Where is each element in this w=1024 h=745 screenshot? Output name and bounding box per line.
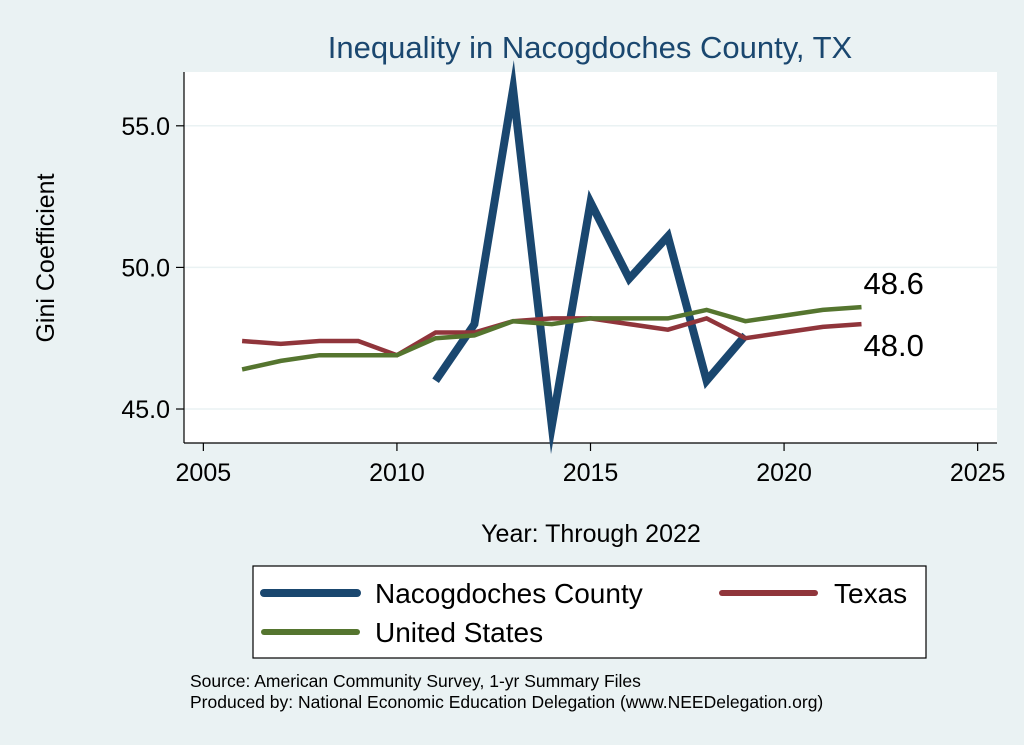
x-axis-ticks: 2005 2010 2015 2020 2025	[176, 443, 1006, 487]
legend-label-nacogdoches: Nacogdoches County	[375, 578, 643, 609]
source-note: Source: American Community Survey, 1-yr …	[190, 671, 641, 691]
legend-box	[252, 565, 927, 659]
x-tick-label-2: 2015	[563, 459, 619, 487]
end-labels: 48.6 48.0	[864, 266, 924, 363]
end-label-texas: 48.0	[864, 328, 924, 363]
y-tick-label-2: 55.0	[121, 113, 170, 141]
x-tick-label-1: 2010	[369, 459, 425, 487]
series-lines	[241, 60, 862, 455]
chart-title: Inequality in Nacogdoches County, TX	[328, 30, 853, 65]
y-tick-label-1: 50.0	[121, 254, 170, 282]
series-line-united-states	[241, 304, 862, 372]
y-axis-ticks: 45.0 50.0 55.0	[121, 113, 184, 424]
series-line-nacogdoches-county	[432, 60, 749, 455]
y-tick-label-0: 45.0	[121, 396, 170, 424]
end-label-united-states: 48.6	[864, 266, 924, 301]
x-axis-title: Year: Through 2022	[481, 520, 701, 548]
series-line-texas	[241, 315, 862, 358]
x-tick-label-3: 2020	[756, 459, 812, 487]
y-axis-title: Gini Coefficient	[32, 173, 60, 342]
produced-by-note: Produced by: National Economic Education…	[190, 692, 823, 712]
legend-label-texas: Texas	[834, 578, 907, 609]
x-tick-label-0: 2005	[176, 459, 232, 487]
plot-area	[184, 72, 997, 443]
x-tick-label-4: 2025	[950, 459, 1006, 487]
gridlines	[184, 125, 997, 410]
legend: Nacogdoches County Texas United States	[252, 565, 927, 659]
legend-label-united-states: United States	[375, 617, 543, 648]
